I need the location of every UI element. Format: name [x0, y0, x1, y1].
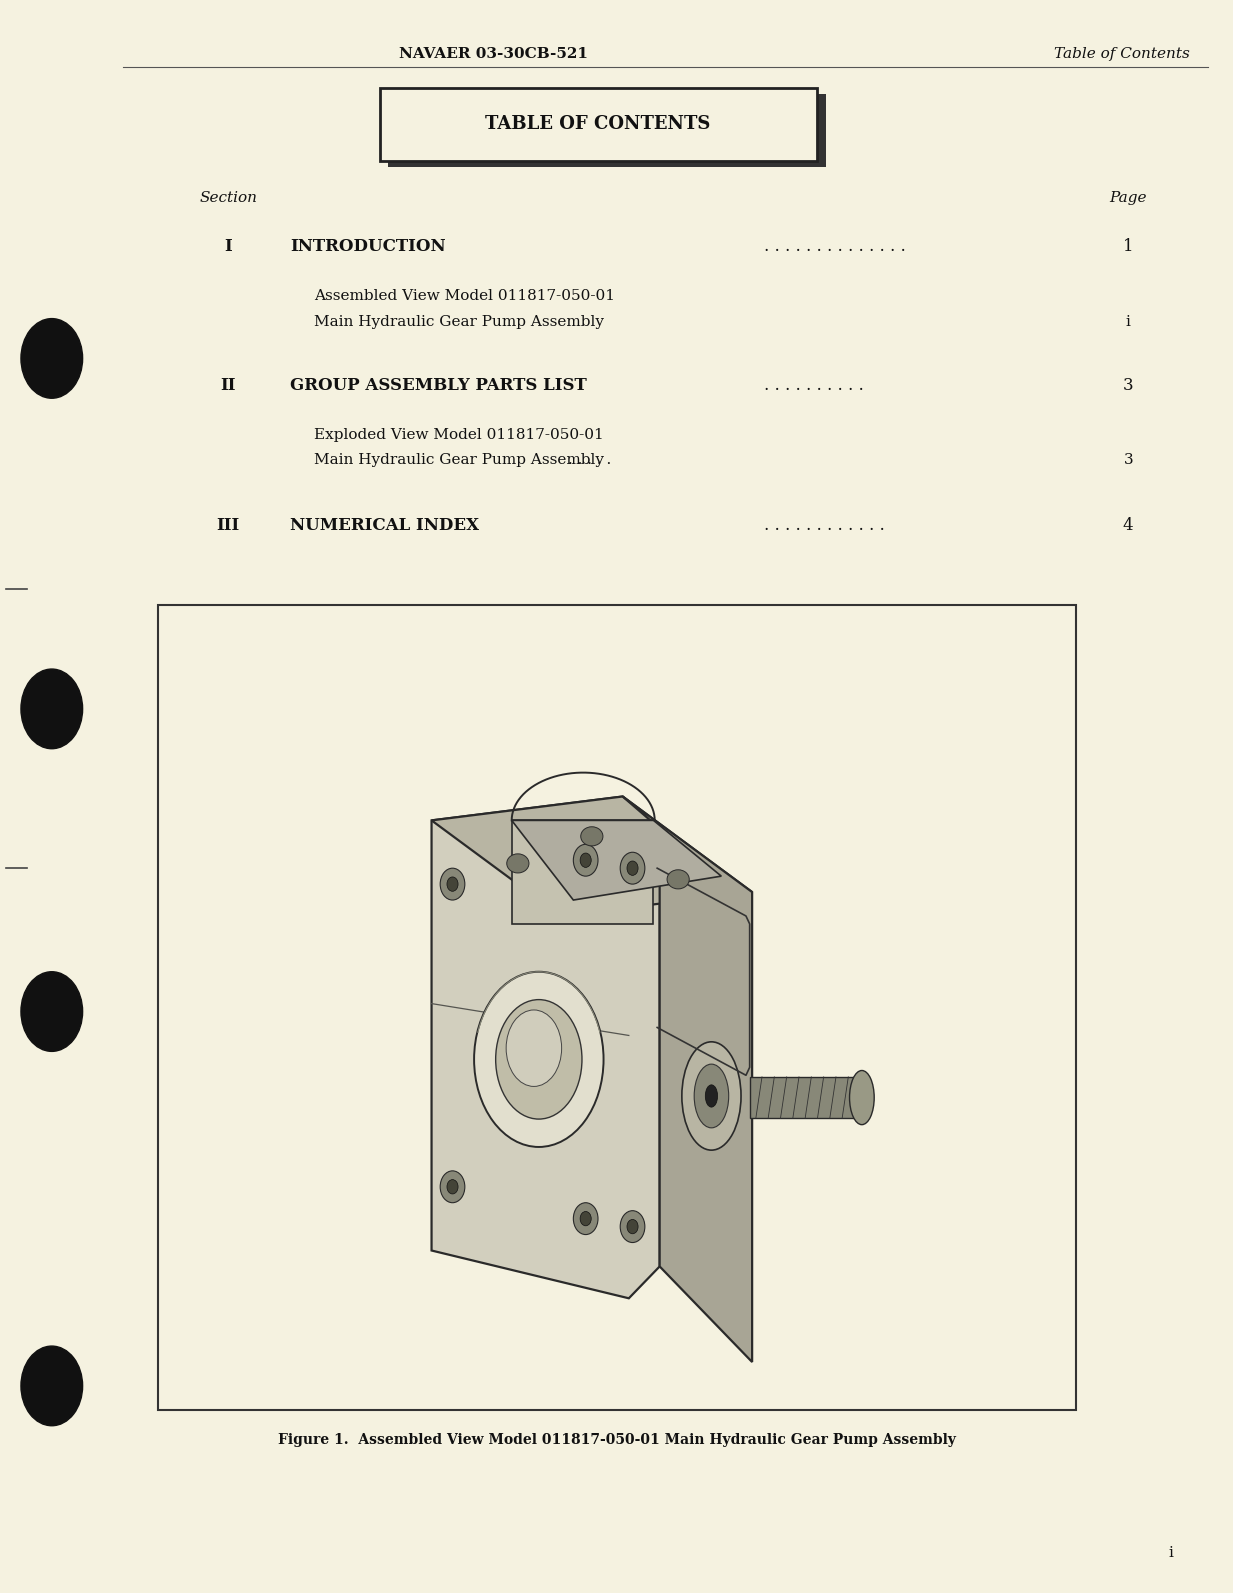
Ellipse shape	[507, 854, 529, 873]
Text: . . . . . . . . . . . . . .: . . . . . . . . . . . . . .	[764, 239, 906, 255]
Ellipse shape	[580, 854, 592, 867]
Ellipse shape	[620, 852, 645, 884]
Polygon shape	[512, 820, 653, 924]
Text: II: II	[221, 378, 236, 393]
Text: NAVAER 03-30CB-521: NAVAER 03-30CB-521	[398, 48, 588, 61]
Polygon shape	[623, 796, 752, 1362]
Circle shape	[21, 972, 83, 1051]
Text: 3: 3	[1123, 378, 1133, 393]
Text: . . . . . . . . . .: . . . . . . . . . .	[764, 378, 864, 393]
Text: TABLE OF CONTENTS: TABLE OF CONTENTS	[486, 115, 710, 134]
Circle shape	[21, 1346, 83, 1426]
Text: . . . . .: . . . . .	[568, 454, 612, 467]
Text: NUMERICAL INDEX: NUMERICAL INDEX	[290, 518, 478, 534]
Text: I: I	[224, 239, 232, 255]
FancyBboxPatch shape	[380, 88, 817, 161]
Ellipse shape	[496, 1000, 582, 1118]
Ellipse shape	[507, 1010, 561, 1086]
Bar	[750, 1077, 861, 1118]
Text: Table of Contents: Table of Contents	[1054, 48, 1190, 61]
Ellipse shape	[446, 876, 459, 892]
Polygon shape	[512, 820, 721, 900]
Polygon shape	[432, 796, 660, 1298]
Text: i: i	[1169, 1547, 1174, 1560]
Ellipse shape	[620, 1211, 645, 1243]
Ellipse shape	[473, 972, 604, 1147]
Text: Page: Page	[1110, 191, 1147, 204]
Ellipse shape	[522, 1035, 556, 1083]
Ellipse shape	[628, 860, 639, 876]
Text: Main Hydraulic Gear Pump Assembly: Main Hydraulic Gear Pump Assembly	[314, 315, 604, 328]
Ellipse shape	[682, 1042, 741, 1150]
Text: i: i	[1126, 315, 1131, 328]
Text: . . . . . . . . . . . .: . . . . . . . . . . . .	[764, 518, 885, 534]
Ellipse shape	[694, 1064, 729, 1128]
Ellipse shape	[580, 1211, 592, 1227]
Circle shape	[21, 319, 83, 398]
Ellipse shape	[705, 1085, 718, 1107]
Text: Figure 1.  Assembled View Model 011817-050-01 Main Hydraulic Gear Pump Assembly: Figure 1. Assembled View Model 011817-05…	[277, 1434, 956, 1446]
Text: Section: Section	[199, 191, 258, 204]
Ellipse shape	[667, 870, 689, 889]
Ellipse shape	[440, 1171, 465, 1203]
Ellipse shape	[581, 827, 603, 846]
Text: 4: 4	[1123, 518, 1133, 534]
Text: 1: 1	[1123, 239, 1133, 255]
Ellipse shape	[573, 1203, 598, 1235]
Polygon shape	[432, 796, 752, 916]
Bar	[158, 605, 1076, 1410]
Ellipse shape	[440, 868, 465, 900]
Text: 3: 3	[1123, 454, 1133, 467]
FancyBboxPatch shape	[388, 94, 826, 167]
Text: III: III	[217, 518, 239, 534]
Ellipse shape	[850, 1070, 874, 1125]
Text: INTRODUCTION: INTRODUCTION	[290, 239, 445, 255]
Text: Main Hydraulic Gear Pump Assembly: Main Hydraulic Gear Pump Assembly	[314, 454, 604, 467]
Text: GROUP ASSEMBLY PARTS LIST: GROUP ASSEMBLY PARTS LIST	[290, 378, 587, 393]
Text: Assembled View Model 011817-050-01: Assembled View Model 011817-050-01	[314, 290, 615, 303]
Circle shape	[21, 669, 83, 749]
Ellipse shape	[446, 1179, 459, 1195]
Ellipse shape	[628, 1220, 639, 1233]
Ellipse shape	[573, 844, 598, 876]
Text: Exploded View Model 011817-050-01: Exploded View Model 011817-050-01	[314, 429, 604, 441]
